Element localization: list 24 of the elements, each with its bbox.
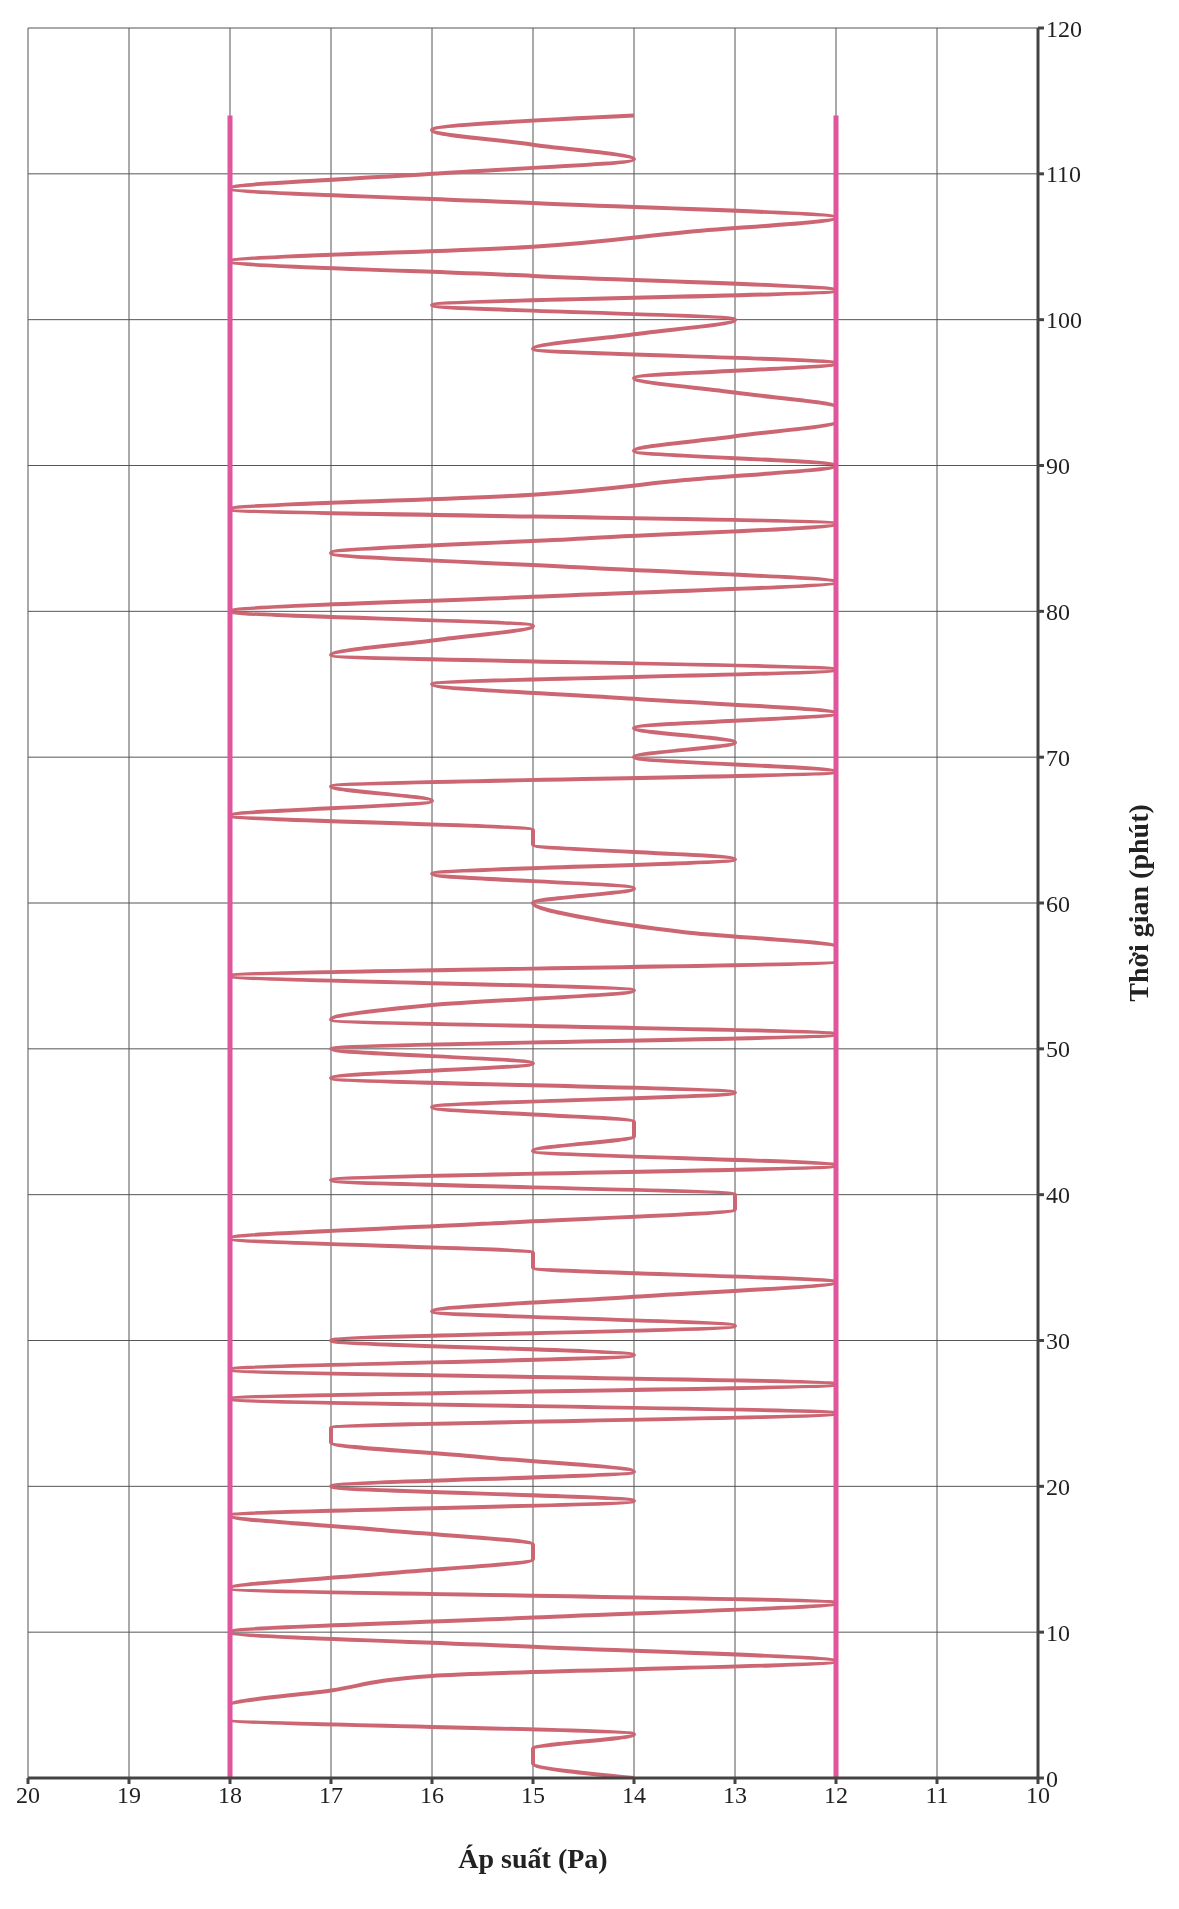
y-tick-label: 40 bbox=[1046, 1182, 1070, 1209]
x-tick-label: 20 bbox=[16, 1782, 40, 1809]
x-tick-label: 12 bbox=[824, 1782, 848, 1809]
x-tick-label: 13 bbox=[723, 1782, 747, 1809]
y-tick-label: 30 bbox=[1046, 1328, 1070, 1355]
x-axis-title: Áp suất (Pa) bbox=[458, 1843, 608, 1874]
y-tick-label: 20 bbox=[1046, 1473, 1070, 1500]
y-tick-label: 110 bbox=[1046, 161, 1082, 188]
y-tick-label: 50 bbox=[1046, 1036, 1070, 1063]
x-tick-label: 15 bbox=[521, 1782, 545, 1809]
y-tick-label: 70 bbox=[1046, 744, 1070, 771]
x-tick-label: 11 bbox=[925, 1782, 949, 1809]
x-tick-label: 16 bbox=[420, 1782, 444, 1809]
x-tick-label: 17 bbox=[319, 1782, 343, 1809]
x-tick-label: 19 bbox=[117, 1782, 141, 1809]
y-tick-label: 90 bbox=[1046, 453, 1070, 480]
x-tick-label: 14 bbox=[622, 1782, 646, 1809]
y-tick-label: 80 bbox=[1046, 598, 1070, 625]
y-tick-label: 10 bbox=[1046, 1619, 1070, 1646]
x-tick-label: 18 bbox=[218, 1782, 242, 1809]
y-tick-label: 100 bbox=[1046, 307, 1082, 334]
y-axis-title: Thời gian (phút) bbox=[1122, 804, 1154, 1002]
y-tick-label: 60 bbox=[1046, 890, 1070, 917]
y-tick-label: 120 bbox=[1046, 15, 1082, 42]
